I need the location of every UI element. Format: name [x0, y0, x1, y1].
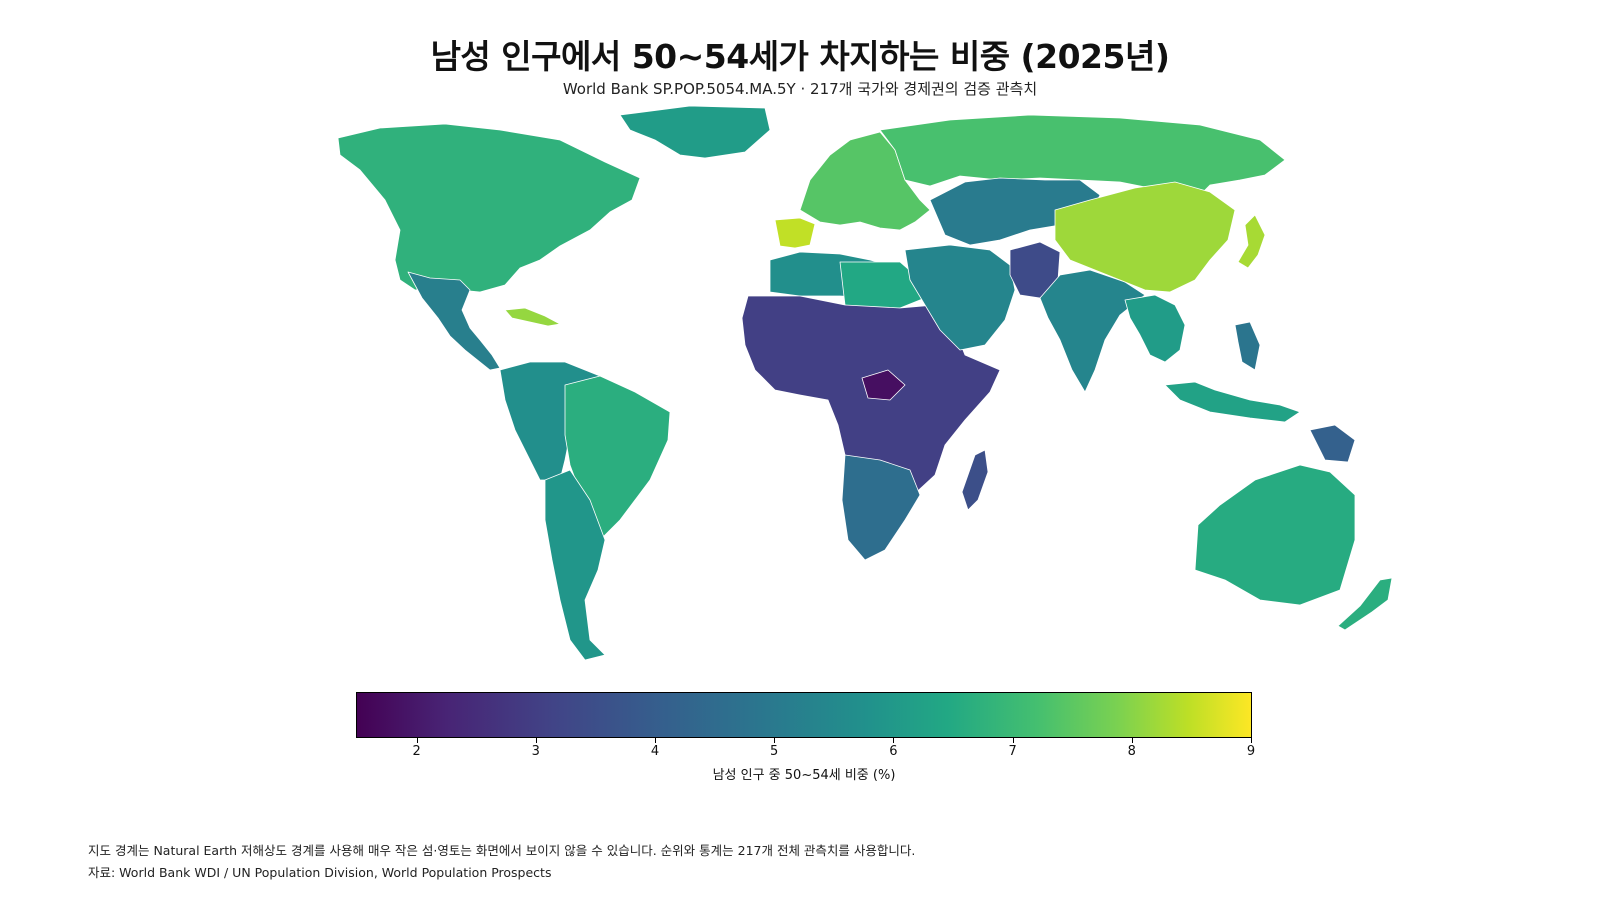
colorbar: 2 3 4 5 6 7 8 9 남성 인구 중 50~54세 비중 (%): [356, 692, 1255, 792]
region-cuba-caribbean: [504, 307, 561, 327]
region-japan: [1237, 214, 1266, 269]
region-australia: [1194, 464, 1356, 606]
colorbar-tick-label: 4: [650, 744, 660, 759]
colorbar-gradient: [356, 692, 1252, 738]
region-indonesia: [1164, 381, 1301, 423]
footnote-boundary-note: 지도 경계는 Natural Earth 저해상도 경계를 사용해 매우 작은 …: [88, 843, 916, 858]
colorbar-tick-label: 2: [412, 744, 421, 759]
region-philippines: [1234, 321, 1261, 371]
colorbar-tick-label: 3: [531, 744, 540, 759]
colorbar-tick-mark: [655, 738, 656, 743]
colorbar-tick-label: 5: [770, 744, 779, 759]
colorbar-tick-mark: [416, 738, 418, 743]
world-map: [337, 105, 1393, 661]
colorbar-tick-label: 9: [1246, 744, 1256, 759]
region-southeast-asia: [1124, 294, 1186, 363]
footnote-source: 자료: World Bank WDI / UN Population Divis…: [88, 865, 552, 880]
region-india: [1039, 269, 1146, 393]
colorbar-tick-label: 6: [889, 744, 898, 759]
region-north-america: [337, 123, 641, 293]
region-middle-east: [904, 244, 1016, 351]
region-china: [1054, 181, 1236, 293]
region-greenland: [619, 105, 771, 159]
region-madagascar: [961, 449, 989, 511]
region-new-zealand: [1337, 577, 1393, 631]
region-southern-africa: [841, 454, 921, 561]
region-brazil: [564, 375, 671, 541]
colorbar-tick-mark: [774, 738, 776, 743]
colorbar-tick-mark: [893, 738, 895, 743]
colorbar-tick-mark: [1012, 738, 1014, 743]
map-subtitle: World Bank SP.POP.5054.MA.5Y · 217개 국가와 …: [562, 80, 1038, 98]
region-mexico-central-america: [407, 271, 501, 371]
colorbar-tick-mark: [1131, 738, 1133, 743]
region-papua-new-guinea: [1309, 424, 1356, 463]
region-iberia: [774, 217, 816, 249]
colorbar-tick-mark: [535, 738, 537, 743]
colorbar-tick-label: 7: [1008, 744, 1017, 759]
region-europe: [799, 131, 931, 231]
colorbar-tick-mark: [1251, 738, 1252, 743]
map-title: 남성 인구에서 50~54세가 차지하는 비중 (2025년): [430, 37, 1170, 76]
colorbar-label: 남성 인구 중 50~54세 비중 (%): [712, 768, 896, 783]
region-central-african-republic: [861, 369, 906, 401]
colorbar-tick-label: 8: [1127, 744, 1136, 759]
region-chile-argentina: [544, 469, 606, 661]
